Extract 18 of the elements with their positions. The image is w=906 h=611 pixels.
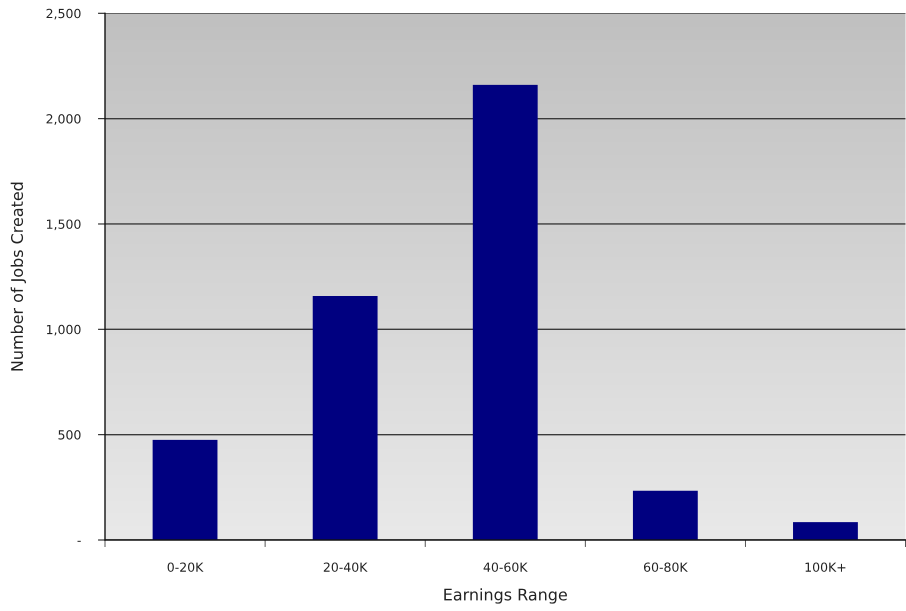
bar [632, 490, 698, 540]
x-tick-label: 20-40K [324, 562, 368, 572]
y-tick-label: - [77, 540, 81, 542]
bar [152, 440, 218, 540]
x-axis-title: Earnings Range [444, 588, 567, 604]
bar [312, 296, 378, 540]
y-tick-label: 1,000 [46, 324, 81, 336]
y-tick-label: 2,000 [46, 114, 81, 125]
y-axis-title: Number of Jobs Created [10, 182, 26, 371]
x-tick-label: 100K+ [806, 562, 846, 572]
x-tick-label: 60-80K [644, 562, 688, 572]
bar [472, 84, 538, 540]
x-tick-label: 0-20K [168, 562, 204, 572]
y-tick-label: 1,500 [46, 219, 81, 230]
y-tick-label: 2,500 [46, 8, 81, 20]
y-tick-label: 500 [58, 430, 81, 440]
bar [793, 522, 858, 540]
x-tick-label: 40-60K [484, 562, 528, 572]
